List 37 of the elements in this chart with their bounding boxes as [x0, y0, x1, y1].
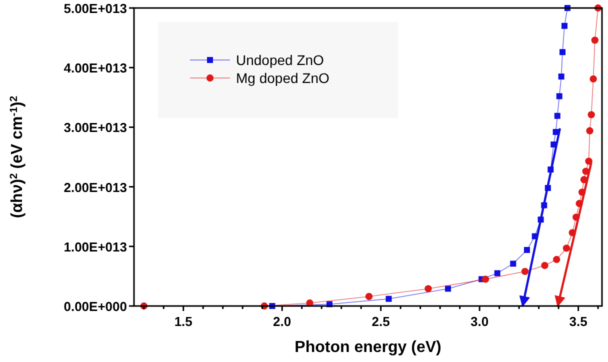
legend-label: Mg doped ZnO — [236, 70, 330, 86]
x-tick-label: 1.5 — [174, 314, 192, 329]
point — [552, 256, 560, 264]
point — [524, 246, 530, 253]
point — [590, 75, 597, 83]
point — [306, 299, 314, 307]
x-tick-label: 2.0 — [273, 314, 292, 329]
legend-label: Undoped ZnO — [236, 52, 324, 68]
point — [556, 93, 562, 100]
y-tick-label: 0.00E+000 — [64, 299, 127, 314]
point — [482, 276, 490, 283]
point — [365, 292, 373, 300]
y-tick-label: 1.00E+013 — [64, 239, 127, 254]
point — [494, 270, 500, 276]
x-tick-label: 3.0 — [470, 314, 489, 329]
y-tick-label: 5.00E+013 — [64, 1, 127, 16]
point — [424, 285, 432, 292]
point — [386, 296, 392, 302]
point — [561, 22, 568, 29]
point — [586, 127, 594, 134]
point — [588, 111, 595, 118]
point — [560, 49, 566, 56]
y-tick-label: 4.00E+013 — [64, 60, 127, 76]
point — [558, 74, 564, 80]
point — [521, 268, 529, 276]
y-tick-label: 3.00E+013 — [64, 120, 127, 136]
x-tick-label: 2.5 — [372, 314, 390, 329]
point — [444, 286, 451, 292]
point — [541, 262, 548, 270]
y-tick-label: 2.00E+013 — [64, 180, 127, 195]
point — [510, 260, 516, 267]
point — [591, 36, 598, 44]
x-axis-title: Photon energy (eV) — [294, 339, 442, 356]
point — [585, 158, 592, 165]
x-tick-label: 3.5 — [569, 314, 588, 329]
point — [562, 244, 570, 252]
point — [554, 112, 560, 119]
